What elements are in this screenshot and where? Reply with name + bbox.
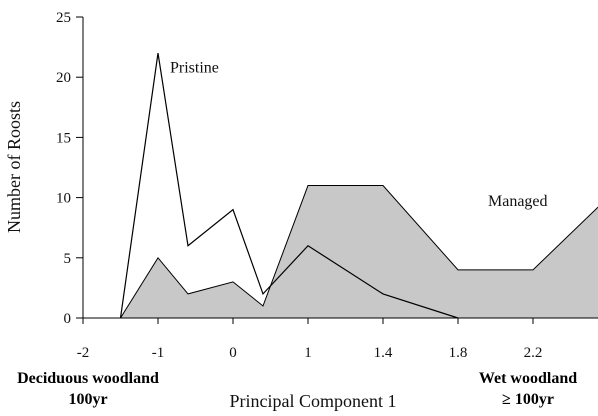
y-tick-label: 20 xyxy=(56,70,71,86)
x-axis-label: Principal Component 1 xyxy=(230,391,397,411)
y-tick-label: 0 xyxy=(64,311,72,327)
x-tick-label: -1 xyxy=(152,345,165,361)
right-end-label-line1: Wet woodland xyxy=(479,370,577,387)
x-tick-label: 1.4 xyxy=(374,345,393,361)
ticks: 0 5 10 15 20 25 -2 -1 0 1 1.4 1.8 2.2 xyxy=(56,10,542,361)
x-tick-label: 2.2 xyxy=(524,345,543,361)
x-tick-label: -2 xyxy=(77,345,90,361)
right-end-label-line2: ≥ 100yr xyxy=(502,391,554,408)
series-area-managed xyxy=(119,185,598,319)
plot-area xyxy=(119,53,598,319)
y-tick-label: 10 xyxy=(56,191,71,207)
y-tick-label: 5 xyxy=(64,251,72,267)
left-end-label-line1: Deciduous woodland xyxy=(17,370,159,387)
y-axis-label: Number of Roosts xyxy=(4,101,24,233)
x-tick-label: 0 xyxy=(229,345,237,361)
series-label-pristine: Pristine xyxy=(170,59,219,76)
axes xyxy=(82,17,587,319)
x-tick-label: 1.8 xyxy=(449,345,468,361)
series-line-pristine xyxy=(119,53,459,319)
y-tick-label: 15 xyxy=(56,130,71,146)
left-end-label-line2: 100yr xyxy=(68,391,107,408)
y-tick-label: 25 xyxy=(56,10,71,26)
series-label-managed: Managed xyxy=(488,193,548,210)
x-tick-label: 1 xyxy=(304,345,312,361)
